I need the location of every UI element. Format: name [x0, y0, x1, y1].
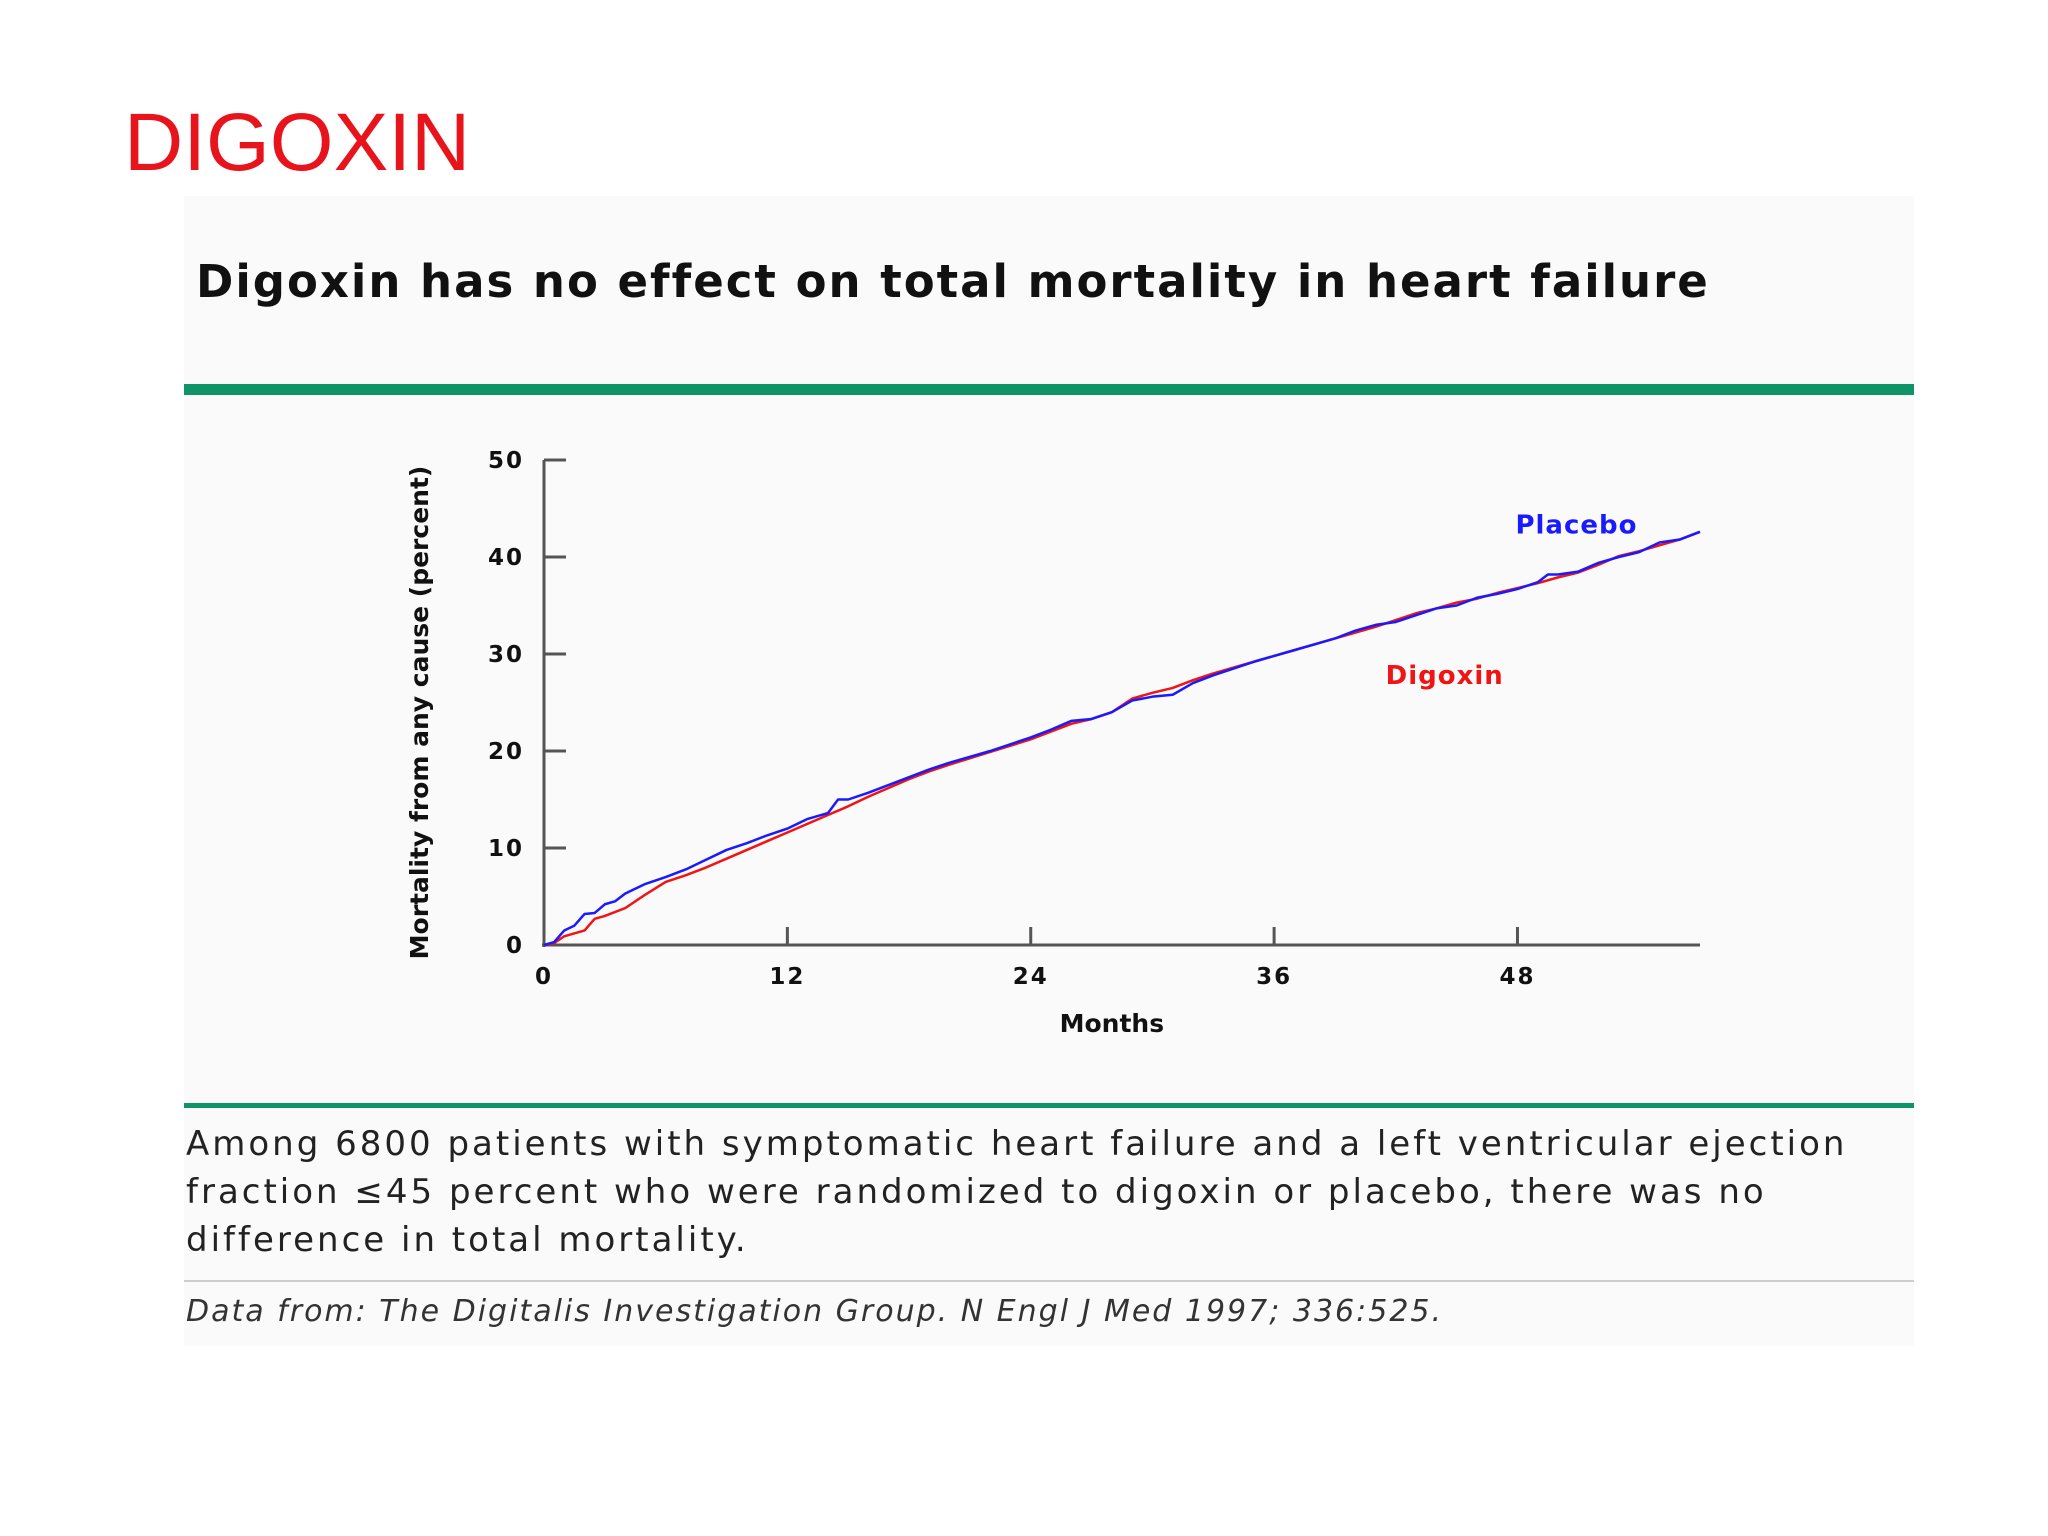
title-divider: [184, 384, 1914, 395]
series-label-digoxin: Digoxin: [1386, 661, 1504, 691]
x-tick-label: 36: [1256, 964, 1292, 990]
mortality-chart: Mortality from any cause (percent) Month…: [405, 448, 1701, 1038]
x-axis-title: Months: [1060, 1009, 1164, 1038]
x-tick-label: 48: [1499, 964, 1535, 990]
y-tick-label: 50: [488, 448, 524, 474]
y-tick-label: 30: [488, 642, 524, 668]
series-line-digoxin: [543, 530, 1701, 947]
series-line-placebo: [543, 530, 1701, 947]
series-lines: [543, 530, 1701, 947]
source-divider: [184, 1280, 1914, 1282]
figure-caption: Among 6800 patients with symptomatic hea…: [186, 1124, 1848, 1260]
y-tick-label: 40: [488, 545, 524, 571]
y-tick-label: 20: [488, 739, 524, 765]
slide-title: DIGOXIN: [124, 97, 471, 188]
x-tick-label: 24: [1013, 964, 1049, 990]
y-tick-label: 10: [488, 836, 524, 862]
figure-title: Digoxin has no effect on total mortality…: [196, 255, 1710, 308]
figure-source: Data from: The Digitalis Investigation G…: [186, 1294, 1444, 1329]
y-axis-title: Mortality from any cause (percent): [405, 466, 434, 960]
axis-ticks: 0 10 20 30 40 50 0 12 24 36 48: [488, 448, 1535, 990]
y-axis-title-group: Mortality from any cause (percent): [405, 466, 434, 960]
x-tick-label: 0: [535, 964, 553, 990]
y-tick-label: 0: [506, 933, 524, 959]
x-tick-label: 12: [769, 964, 805, 990]
series-label-placebo: Placebo: [1515, 511, 1637, 541]
figure-panel: Digoxin has no effect on total mortality…: [184, 196, 1914, 1346]
caption-divider: [184, 1103, 1914, 1108]
